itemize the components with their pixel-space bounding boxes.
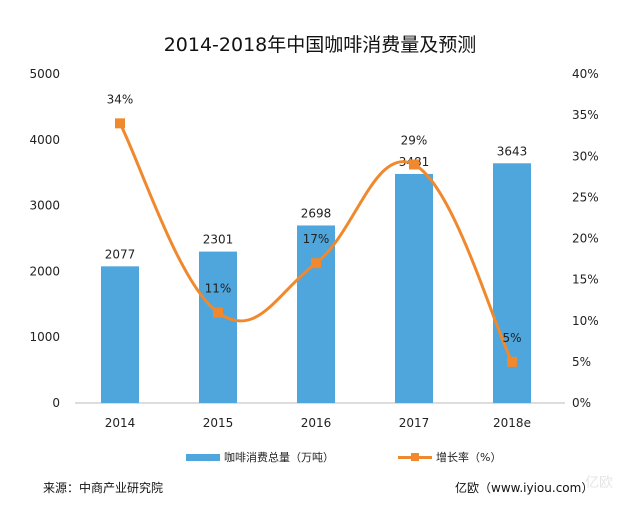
legend-swatch-bar <box>186 453 220 461</box>
y-right-tick-label: 10% <box>572 314 599 328</box>
line-marker <box>311 258 321 269</box>
legend-label-line: 增长率（%） <box>436 451 502 464</box>
x-tick-label: 2015 <box>203 416 234 430</box>
legend-item-bar: 咖啡消费总量（万吨） <box>186 449 334 465</box>
y-left-tick-label: 4000 <box>29 133 60 147</box>
bar-data-label: 2698 <box>301 206 332 220</box>
line-data-label: 34% <box>107 92 134 106</box>
y-right-tick-label: 20% <box>572 232 599 246</box>
source-note: 来源：中商产业研究院 <box>43 481 164 495</box>
bar <box>297 225 335 403</box>
y-left-tick-label: 5000 <box>29 67 60 81</box>
credit-note: 亿欧（www.iyiou.com） <box>455 481 594 495</box>
y-right-tick-label: 15% <box>572 273 599 287</box>
x-tick-label: 2014 <box>105 416 136 430</box>
line-marker <box>213 307 223 318</box>
y-left-tick-label: 0 <box>52 396 60 410</box>
y-left-tick-label: 1000 <box>29 330 60 344</box>
line-data-label: 17% <box>303 232 330 246</box>
y-right-tick-label: 5% <box>572 355 591 369</box>
bar-data-label: 2077 <box>105 247 136 261</box>
x-tick-label: 2018e <box>493 416 531 430</box>
legend-item-line: 增长率（%） <box>398 449 501 465</box>
y-left-tick-label: 3000 <box>29 199 60 213</box>
bar <box>199 251 237 403</box>
bar <box>493 163 531 403</box>
x-tick-label: 2016 <box>301 416 332 430</box>
bar-data-label: 3643 <box>497 144 528 158</box>
y-right-tick-label: 25% <box>572 190 599 204</box>
chart-title: 2014-2018年中国咖啡消费量及预测 <box>163 34 477 56</box>
line-marker <box>409 159 419 170</box>
bar <box>395 173 433 403</box>
line-data-label: 29% <box>401 133 428 147</box>
x-tick-label: 2017 <box>399 416 430 430</box>
line-marker <box>115 118 125 129</box>
watermark-logo: 亿欧 <box>585 475 613 491</box>
y-right-tick-label: 30% <box>572 149 599 163</box>
y-right-tick-label: 35% <box>572 108 599 122</box>
y-right-tick-label: 40% <box>572 67 599 81</box>
line-data-label: 11% <box>205 282 232 296</box>
bar <box>101 266 139 403</box>
line-data-label: 5% <box>502 331 521 345</box>
bar-data-label: 2301 <box>203 233 234 247</box>
y-left-tick-label: 2000 <box>29 264 60 278</box>
legend-label-bar: 咖啡消费总量（万吨） <box>224 451 334 464</box>
legend-swatch-line <box>398 452 432 461</box>
line-marker <box>507 356 517 367</box>
y-right-tick-label: 0% <box>572 396 591 410</box>
